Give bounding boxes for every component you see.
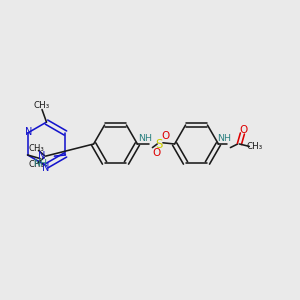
Text: O: O <box>162 130 170 141</box>
Text: N: N <box>42 163 50 173</box>
Text: N: N <box>25 127 32 137</box>
Text: NH: NH <box>33 159 47 168</box>
Text: CH₃: CH₃ <box>28 160 44 169</box>
Text: O: O <box>239 124 247 135</box>
Text: O: O <box>153 148 161 158</box>
Text: N: N <box>38 152 45 161</box>
Text: CH₃: CH₃ <box>246 142 262 151</box>
Text: S: S <box>156 137 163 151</box>
Text: NH: NH <box>138 134 152 143</box>
Text: NH: NH <box>217 134 231 143</box>
Text: CH₃: CH₃ <box>28 144 44 153</box>
Text: CH₃: CH₃ <box>34 101 50 110</box>
